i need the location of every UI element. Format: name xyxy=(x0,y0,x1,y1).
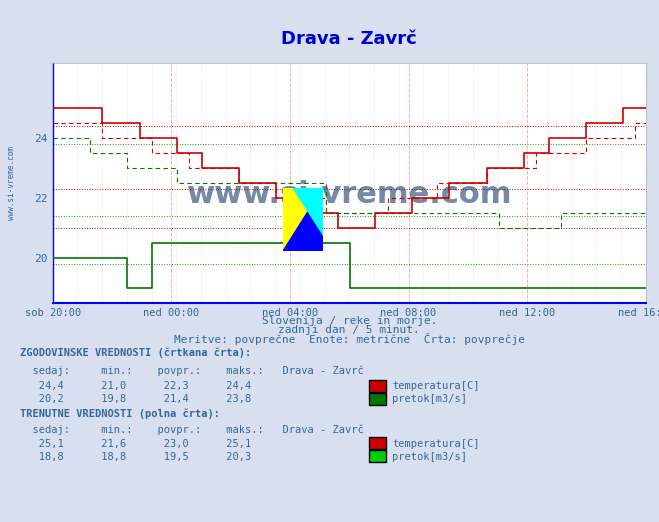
Text: temperatura[C]: temperatura[C] xyxy=(392,438,480,449)
Polygon shape xyxy=(293,188,323,235)
Text: ZGODOVINSKE VREDNOSTI (črtkana črta):: ZGODOVINSKE VREDNOSTI (črtkana črta): xyxy=(20,347,251,358)
Text: pretok[m3/s]: pretok[m3/s] xyxy=(392,452,467,462)
Text: zadnji dan / 5 minut.: zadnji dan / 5 minut. xyxy=(278,325,420,335)
Text: Drava - Zavrč: Drava - Zavrč xyxy=(281,30,417,48)
Text: sedaj:     min.:    povpr.:    maks.:   Drava - Zavrč: sedaj: min.: povpr.: maks.: Drava - Zavr… xyxy=(20,365,364,376)
Text: Meritve: povprečne  Enote: metrične  Črta: povprečje: Meritve: povprečne Enote: metrične Črta:… xyxy=(174,333,525,345)
Polygon shape xyxy=(283,188,323,251)
Text: pretok[m3/s]: pretok[m3/s] xyxy=(392,394,467,405)
Text: 20,2      19,8      21,4      23,8: 20,2 19,8 21,4 23,8 xyxy=(20,394,251,405)
Text: www.si-vreme.com: www.si-vreme.com xyxy=(7,146,16,220)
Text: 25,1      21,6      23,0      25,1: 25,1 21,6 23,0 25,1 xyxy=(20,438,251,449)
Polygon shape xyxy=(283,188,323,251)
Text: sedaj:     min.:    povpr.:    maks.:   Drava - Zavrč: sedaj: min.: povpr.: maks.: Drava - Zavr… xyxy=(20,424,364,435)
Text: TRENUTNE VREDNOSTI (polna črta):: TRENUTNE VREDNOSTI (polna črta): xyxy=(20,409,219,419)
Text: 24,4      21,0      22,3      24,4: 24,4 21,0 22,3 24,4 xyxy=(20,381,251,392)
Text: Slovenija / reke in morje.: Slovenija / reke in morje. xyxy=(262,316,437,326)
Text: www.si-vreme.com: www.si-vreme.com xyxy=(186,180,512,209)
Text: temperatura[C]: temperatura[C] xyxy=(392,381,480,392)
Text: 18,8      18,8      19,5      20,3: 18,8 18,8 19,5 20,3 xyxy=(20,452,251,462)
